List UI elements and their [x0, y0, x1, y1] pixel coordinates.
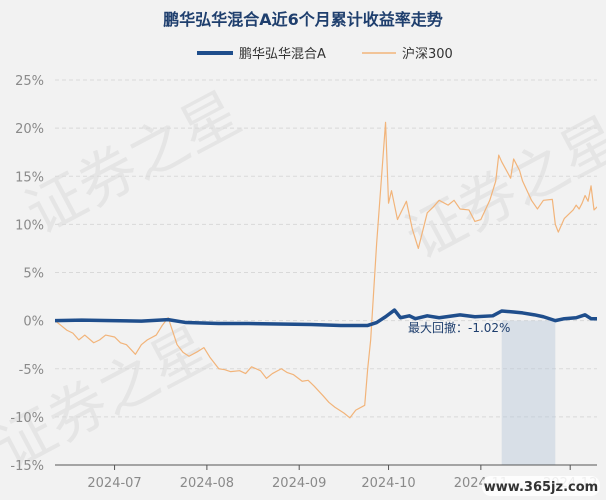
legend-label-index: 沪深300 [402, 46, 453, 62]
y-tick-label: 10% [15, 218, 44, 233]
watermark-text: 证券之星 [15, 78, 252, 247]
y-tick-label: -5% [19, 363, 44, 378]
drawdown-band [501, 320, 556, 465]
y-tick-label: 15% [15, 170, 44, 185]
y-tick-label: 20% [15, 122, 44, 137]
series-line-fund [55, 308, 597, 328]
y-tick-label: 5% [23, 267, 44, 282]
x-tick-label: 2024-10 [361, 476, 415, 491]
x-tick-label: 2024-07 [87, 476, 141, 491]
y-tick-label: 25% [15, 74, 44, 89]
series-layer [55, 121, 597, 419]
drawdown-band-rect [501, 320, 556, 465]
x-tick-label: 2024-08 [180, 476, 234, 491]
source-badge: www.365jz.com [482, 476, 600, 496]
y-tick-label: 0% [23, 315, 44, 330]
legend-label-fund: 鹏华弘华混合A [239, 47, 326, 62]
watermark-text: 证券之星 [0, 313, 221, 482]
x-tick-label: 2024-09 [272, 476, 326, 491]
source-badge-text: www.365jz.com [484, 480, 598, 495]
watermark-text: 证券之星 [395, 103, 606, 272]
y-tick-label: -15% [10, 459, 44, 474]
y-tick-label: -10% [10, 411, 44, 426]
max-drawdown-label: 最大回撤：-1.02% [408, 320, 510, 335]
chart-title: 鹏华弘华混合A近6个月累计收益率走势 [163, 10, 443, 29]
series-line-index [55, 121, 597, 419]
legend: 鹏华弘华混合A 沪深300 [197, 46, 453, 62]
